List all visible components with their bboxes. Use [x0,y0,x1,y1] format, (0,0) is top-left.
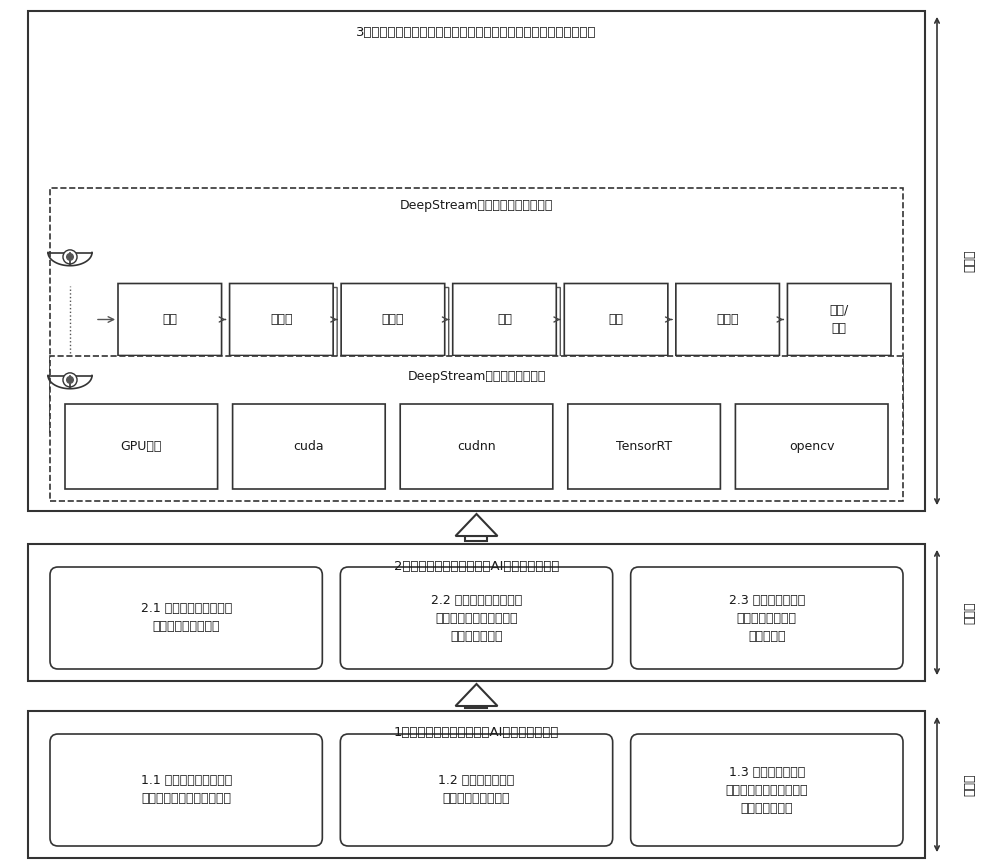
Text: 批处理: 批处理 [382,313,404,326]
FancyBboxPatch shape [28,711,925,858]
Text: opencv: opencv [789,440,834,453]
FancyBboxPatch shape [453,283,556,356]
FancyBboxPatch shape [341,283,445,356]
FancyBboxPatch shape [340,567,613,669]
Circle shape [63,250,77,264]
Polygon shape [456,684,497,706]
FancyBboxPatch shape [50,567,322,669]
Text: 1.1 熔炼炉生产场景目标
检测数据采集及数据集制作: 1.1 熔炼炉生产场景目标 检测数据采集及数据集制作 [141,774,232,805]
FancyBboxPatch shape [233,404,385,489]
FancyBboxPatch shape [28,11,925,511]
Text: cudnn: cudnn [457,440,496,453]
FancyBboxPatch shape [230,283,333,356]
FancyBboxPatch shape [564,283,668,356]
Text: 显示/
推流: 显示/ 推流 [830,304,849,335]
Text: 推断: 推断 [497,313,512,326]
Circle shape [67,377,73,383]
Text: DeepStream实时视频流分析应用层: DeepStream实时视频流分析应用层 [400,199,553,212]
Text: cuda: cuda [294,440,324,453]
FancyBboxPatch shape [50,734,322,846]
Text: 2.2 基于时空关系推理的
熔炼炉生产过程工序识别
模型研究与设计: 2.2 基于时空关系推理的 熔炼炉生产过程工序识别 模型研究与设计 [431,593,522,643]
FancyBboxPatch shape [676,283,779,356]
Text: 1.2 熔炼炉生产过程
工序识别数据集制作: 1.2 熔炼炉生产过程 工序识别数据集制作 [438,774,515,805]
Text: 预处理: 预处理 [270,313,293,326]
FancyBboxPatch shape [50,188,903,433]
FancyBboxPatch shape [568,404,720,489]
FancyBboxPatch shape [340,734,613,846]
Text: 2.1 熔炼炉生产场景目标
检测模型研究与设计: 2.1 熔炼炉生产场景目标 检测模型研究与设计 [141,603,232,634]
Text: 2、熔炼炉工序识别及监控AI模型研究与设计: 2、熔炼炉工序识别及监控AI模型研究与设计 [394,559,559,572]
Text: 3、基于智能实时视频流分析的熔炼炉工序识别及监控应用系统开发: 3、基于智能实时视频流分析的熔炼炉工序识别及监控应用系统开发 [356,27,597,40]
FancyBboxPatch shape [631,567,903,669]
FancyBboxPatch shape [50,356,903,501]
Text: 1、熔炼炉工序识别及监控AI模型数据集制作: 1、熔炼炉工序识别及监控AI模型数据集制作 [394,727,559,740]
Text: 数据层: 数据层 [963,773,976,796]
FancyBboxPatch shape [234,288,337,359]
FancyBboxPatch shape [118,283,222,356]
FancyBboxPatch shape [631,734,903,846]
FancyBboxPatch shape [787,283,891,356]
FancyBboxPatch shape [65,404,218,489]
Text: 解码: 解码 [162,313,177,326]
FancyBboxPatch shape [400,404,553,489]
Text: DeepStream视频流分析加速库: DeepStream视频流分析加速库 [407,370,546,383]
FancyBboxPatch shape [465,536,487,541]
Text: 算法层: 算法层 [963,601,976,624]
Text: 应用层: 应用层 [963,249,976,272]
FancyBboxPatch shape [28,544,925,681]
Text: 2.3 熔炼炉生产过程
炉内工况分析模型
研究与设计: 2.3 熔炼炉生产过程 炉内工况分析模型 研究与设计 [729,593,805,643]
Circle shape [63,373,77,387]
FancyBboxPatch shape [457,288,560,359]
FancyBboxPatch shape [345,288,449,359]
Circle shape [67,254,73,260]
Text: 追踪: 追踪 [609,313,624,326]
Text: 可视化: 可视化 [716,313,739,326]
Polygon shape [456,514,497,536]
Text: GPU驱动: GPU驱动 [121,440,162,453]
Text: 1.3 熔炼炉生产过程
炉内生产语义分割数据采
集及数据集制作: 1.3 熔炼炉生产过程 炉内生产语义分割数据采 集及数据集制作 [726,766,808,815]
Text: TensorRT: TensorRT [616,440,672,453]
FancyBboxPatch shape [465,706,487,708]
FancyBboxPatch shape [735,404,888,489]
